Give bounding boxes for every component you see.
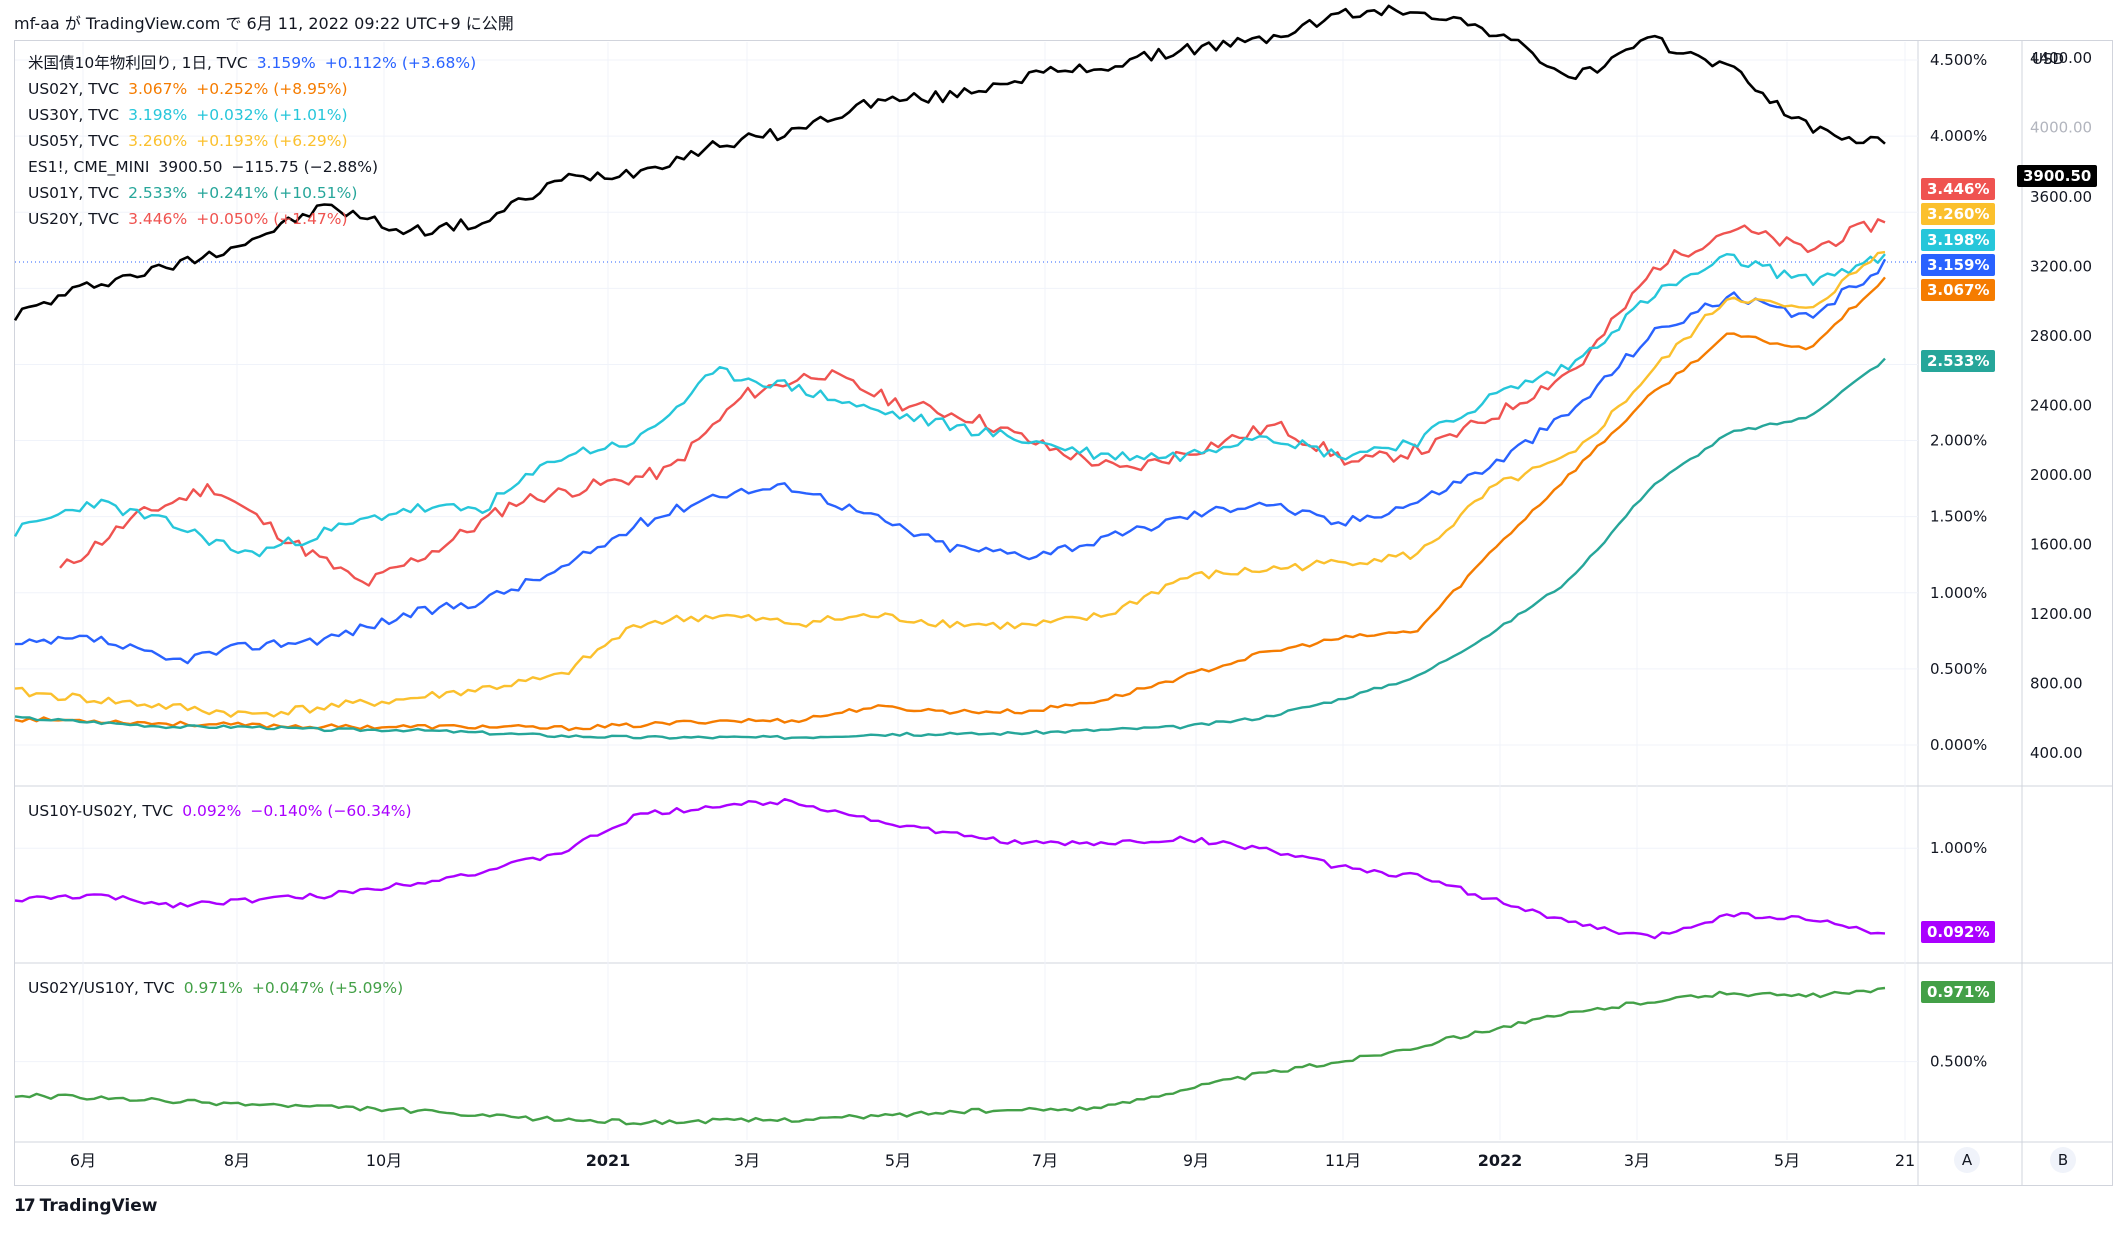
- series-line-us30y: [13, 253, 1886, 558]
- legend-series-name: US01Y, TVC: [28, 184, 120, 202]
- legend-value: 3.260%: [128, 132, 188, 150]
- currency-unit-label: USD: [2032, 50, 2065, 68]
- y-right-tick-label: 1600.00: [2030, 536, 2092, 554]
- legend-change: +0.112% (+3.68%): [324, 54, 477, 72]
- y-tick-label-spread: 1.000%: [1930, 839, 1987, 857]
- x-tick-label: 9月: [1183, 1151, 1209, 1170]
- y-right-tick-label: 2400.00: [2030, 397, 2092, 415]
- legend-series-name: US20Y, TVC: [28, 210, 120, 228]
- tradingview-logo[interactable]: 17 TradingView: [14, 1196, 157, 1216]
- x-tick-label: 6月: [70, 1151, 96, 1170]
- legend-series-name: ES1!, CME_MINI: [28, 158, 150, 176]
- y-right-tick-label: 1200.00: [2030, 605, 2092, 623]
- legend-change: −0.140% (−60.34%): [250, 802, 412, 820]
- x-tick-label: 10月: [366, 1151, 402, 1170]
- series-line-spread: [14, 798, 1886, 940]
- legend-value: 3.198%: [128, 106, 188, 124]
- x-tick-label: 3月: [734, 1151, 760, 1170]
- x-tick-label: 5月: [1774, 1151, 1800, 1170]
- legend-change: +0.047% (+5.09%): [251, 979, 404, 997]
- y-left-tick-label: 2.000%: [1930, 432, 1987, 450]
- legend-value: 3.159%: [256, 54, 316, 72]
- legend-change: +0.032% (+1.01%): [196, 106, 348, 124]
- legend-row[interactable]: US20Y, TVC 3.446% +0.050% (+1.47%): [28, 206, 485, 232]
- price-tag: 3.446%: [1921, 178, 1996, 200]
- legend-row[interactable]: US10Y-US02Y, TVC 0.092% −0.140% (−60.34%): [28, 798, 421, 824]
- legend-change: +0.252% (+8.95%): [196, 80, 348, 98]
- legend-change: −115.75 (−2.88%): [231, 158, 379, 176]
- legend-series-name: US02Y/US10Y, TVC: [28, 979, 175, 997]
- y-right-tick-label: 4400.00: [2030, 49, 2092, 67]
- x-tick-label: 7月: [1032, 1151, 1058, 1170]
- scale-button-b[interactable]: B: [2050, 1147, 2076, 1173]
- legend-row[interactable]: US30Y, TVC 3.198% +0.032% (+1.01%): [28, 102, 485, 128]
- series-line-us01y: [14, 357, 1886, 740]
- x-tick-label: 5月: [885, 1151, 911, 1170]
- series-line-us05y: [14, 250, 1886, 718]
- legend-series-name: 米国債10年物利回り, 1日, TVC: [28, 54, 248, 72]
- y-right-tick-label: 400.00: [2030, 744, 2083, 762]
- legend-value: 0.092%: [182, 802, 242, 820]
- x-tick-label: 11月: [1325, 1151, 1361, 1170]
- legend-row[interactable]: 米国債10年物利回り, 1日, TVC 3.159% +0.112% (+3.68%…: [28, 50, 485, 76]
- price-tag: 3.159%: [1921, 254, 1996, 276]
- x-tick-label: 8月: [224, 1151, 250, 1170]
- y-left-tick-label: 1.500%: [1930, 508, 1987, 526]
- legend-main: 米国債10年物利回り, 1日, TVC 3.159% +0.112% (+3.68%…: [28, 50, 485, 232]
- price-tag: 3.067%: [1921, 279, 1996, 301]
- x-tick-label: 21: [1895, 1151, 1915, 1170]
- price-tag: 2.533%: [1921, 350, 1996, 372]
- series-line-es1: [13, 4, 1886, 321]
- y-tick-label-ratio: 0.500%: [1930, 1053, 1987, 1071]
- series-line-us20y: [59, 218, 1886, 587]
- legend-change: +0.241% (+10.51%): [196, 184, 358, 202]
- price-tag: 3.260%: [1921, 203, 1996, 225]
- y-left-tick-label: 4.000%: [1930, 127, 1987, 145]
- legend-change: +0.050% (+1.47%): [196, 210, 348, 228]
- y-left-tick-label: 0.500%: [1930, 660, 1987, 678]
- legend-series-name: US10Y-US02Y, TVC: [28, 802, 174, 820]
- x-tick-label: 2022: [1478, 1151, 1523, 1170]
- series-line-us10y: [14, 258, 1887, 665]
- legend-value: 0.971%: [183, 979, 243, 997]
- legend-value: 3.446%: [128, 210, 188, 228]
- price-tag: 0.971%: [1921, 981, 1996, 1003]
- legend-value: 3.067%: [128, 80, 188, 98]
- y-right-tick-label: 3600.00: [2030, 188, 2092, 206]
- series-line-us02y: [14, 276, 1886, 732]
- scale-button-auto[interactable]: A: [1954, 1147, 1980, 1173]
- chart-frame[interactable]: [14, 40, 2113, 1186]
- legend-spread: US10Y-US02Y, TVC 0.092% −0.140% (−60.34%): [28, 798, 421, 824]
- x-tick-label: 2021: [586, 1151, 631, 1170]
- legend-row[interactable]: US05Y, TVC 3.260% +0.193% (+6.29%): [28, 128, 485, 154]
- y-right-tick-label: 800.00: [2030, 675, 2083, 693]
- y-right-tick-label: 2000.00: [2030, 466, 2092, 484]
- y-left-tick-label: 1.000%: [1930, 584, 1987, 602]
- price-tag: 3900.50: [2017, 165, 2098, 187]
- legend-row[interactable]: US02Y/US10Y, TVC 0.971% +0.047% (+5.09%): [28, 975, 412, 1001]
- price-tag: 3.198%: [1921, 229, 1996, 251]
- legend-row[interactable]: ES1!, CME_MINI 3900.50 −115.75 (−2.88%): [28, 154, 485, 180]
- tradingview-logo-icon: 17: [14, 1196, 36, 1216]
- legend-series-name: US05Y, TVC: [28, 132, 120, 150]
- price-tag: 0.092%: [1921, 921, 1996, 943]
- y-left-tick-label: 0.000%: [1930, 736, 1987, 754]
- publish-header: mf-aa が TradingView.com で 6月 11, 2022 09…: [14, 14, 514, 33]
- x-tick-label: 3月: [1624, 1151, 1650, 1170]
- legend-row[interactable]: US01Y, TVC 2.533% +0.241% (+10.51%): [28, 180, 485, 206]
- legend-change: +0.193% (+6.29%): [196, 132, 348, 150]
- legend-series-name: US02Y, TVC: [28, 80, 120, 98]
- series-line-ratio: [14, 986, 1886, 1126]
- y-right-tick-label: 3200.00: [2030, 258, 2092, 276]
- footer-brand: TradingView: [39, 1196, 158, 1216]
- legend-row[interactable]: US02Y, TVC 3.067% +0.252% (+8.95%): [28, 76, 485, 102]
- legend-value: 3900.50: [158, 158, 223, 176]
- y-right-tick-label: 2800.00: [2030, 327, 2092, 345]
- legend-value: 2.533%: [128, 184, 188, 202]
- y-left-tick-label: 4.500%: [1930, 51, 1987, 69]
- legend-ratio: US02Y/US10Y, TVC 0.971% +0.047% (+5.09%): [28, 975, 412, 1001]
- y-right-tick-label: 4000.00: [2030, 119, 2092, 137]
- legend-series-name: US30Y, TVC: [28, 106, 120, 124]
